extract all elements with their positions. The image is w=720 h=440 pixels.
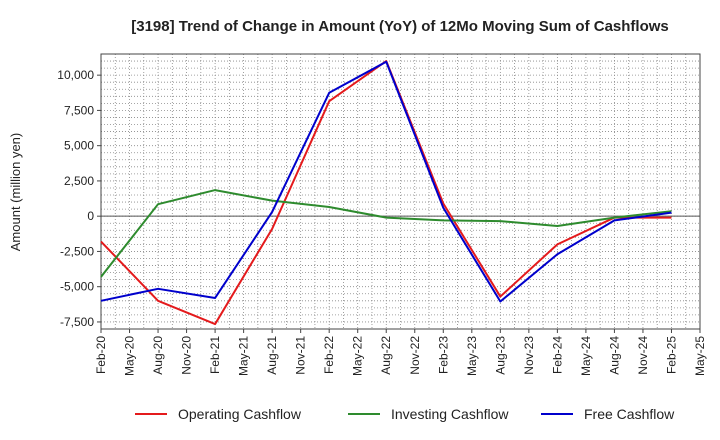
x-tick-label: Nov-22	[408, 336, 422, 375]
y-tick-label: 10,000	[57, 68, 94, 82]
y-axis-label: Amount (million yen)	[8, 133, 23, 252]
x-tick-label: Feb-21	[208, 336, 222, 374]
chart-title: [3198] Trend of Change in Amount (YoY) o…	[131, 18, 669, 35]
series-lines	[100, 60, 672, 326]
y-tick-label: 7,500	[64, 103, 94, 117]
y-tick-label: 0	[87, 209, 94, 223]
y-tick-label: 5,000	[64, 139, 94, 153]
x-axis: Feb-20 May-20 Aug-20 Nov-20 Feb-21 May-21 Aug-…	[94, 329, 707, 376]
y-tick-label: -7,500	[60, 315, 94, 329]
x-tick-label: Aug-21	[265, 336, 279, 375]
series-line-free-cashflow	[100, 60, 672, 303]
x-tick-label: Nov-21	[294, 336, 308, 375]
legend: Operating Cashflow Investing Cashflow Free…	[135, 406, 675, 422]
x-tick-label: Feb-24	[550, 336, 564, 374]
legend-label-free-cashflow: Free Cashflow	[584, 406, 675, 422]
x-tick-label: May-23	[465, 336, 479, 376]
x-tick-label: Aug-23	[493, 336, 507, 375]
y-tick-label: -2,500	[60, 244, 94, 258]
x-tick-label: Nov-20	[180, 336, 194, 375]
x-tick-label: May-21	[237, 336, 251, 376]
plot-frame	[100, 53, 701, 330]
y-tick-label: -5,000	[60, 280, 94, 294]
x-tick-label: Feb-20	[94, 336, 108, 374]
x-tick-label: Aug-20	[151, 336, 165, 375]
x-tick-label: Nov-23	[522, 336, 536, 375]
series-line-investing-cashflow	[100, 189, 672, 278]
grid	[100, 53, 701, 330]
x-tick-label: Feb-22	[322, 336, 336, 374]
x-tick-label: Nov-24	[636, 336, 650, 375]
legend-label-operating-cashflow: Operating Cashflow	[178, 406, 302, 422]
x-tick-label: Feb-23	[436, 336, 450, 374]
x-tick-label: May-24	[579, 336, 593, 376]
x-tick-label: May-20	[123, 336, 137, 376]
x-tick-label: Feb-25	[664, 336, 678, 374]
x-tick-label: Aug-22	[379, 336, 393, 375]
y-tick-label: 2,500	[64, 174, 94, 188]
x-tick-label: May-22	[351, 336, 365, 376]
y-axis: -7,500 -5,000 -2,500 0 2,500 5,000 7,500 10,000	[57, 68, 101, 329]
x-tick-label: Aug-24	[607, 336, 621, 375]
x-tick-label: May-25	[693, 336, 707, 376]
legend-label-investing-cashflow: Investing Cashflow	[391, 406, 509, 422]
